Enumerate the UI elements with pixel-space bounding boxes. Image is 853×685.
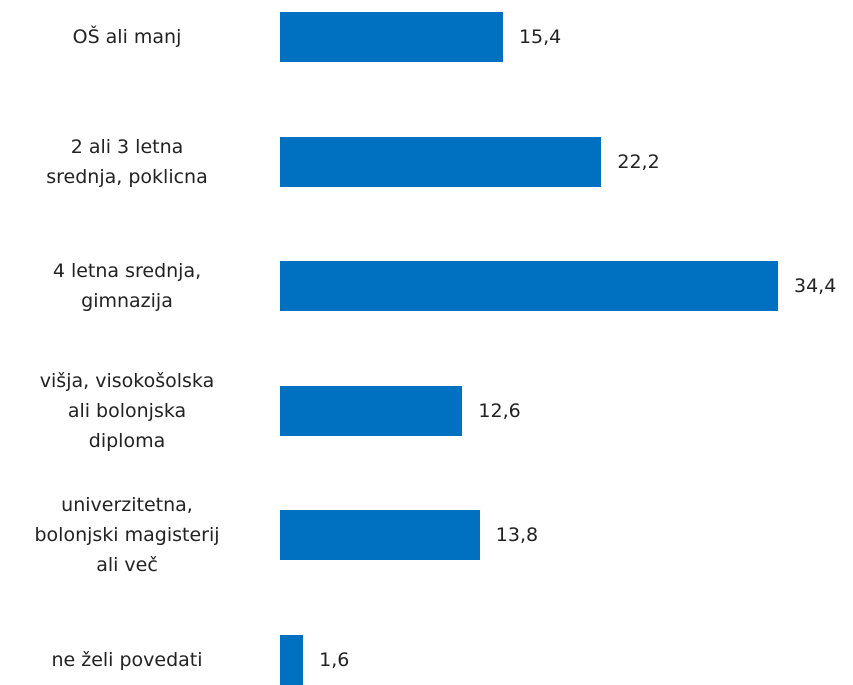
bar <box>280 261 778 312</box>
category-label: višja, visokošolska ali bolonjska diplom… <box>39 369 215 452</box>
category-label: 4 letna srednja, gimnazija <box>52 260 202 313</box>
data-label: 1,6 <box>319 649 350 671</box>
bar <box>280 635 304 685</box>
bar <box>280 385 463 436</box>
data-label: 15,4 <box>518 26 562 48</box>
category-label: ne želi povedati <box>51 649 203 671</box>
bar <box>280 510 480 561</box>
data-label: 22,2 <box>617 150 660 173</box>
bar <box>280 12 503 62</box>
data-label: 34,4 <box>794 275 837 298</box>
data-label: 13,8 <box>495 524 539 547</box>
category-label: 2 ali 3 letna srednja, poklicna <box>46 135 208 188</box>
data-label: 12,6 <box>478 399 521 422</box>
category-label: univerzitetna, bolonjski magisterij ali … <box>34 494 220 577</box>
bar <box>280 136 602 187</box>
category-label: OŠ ali manj <box>72 26 182 48</box>
